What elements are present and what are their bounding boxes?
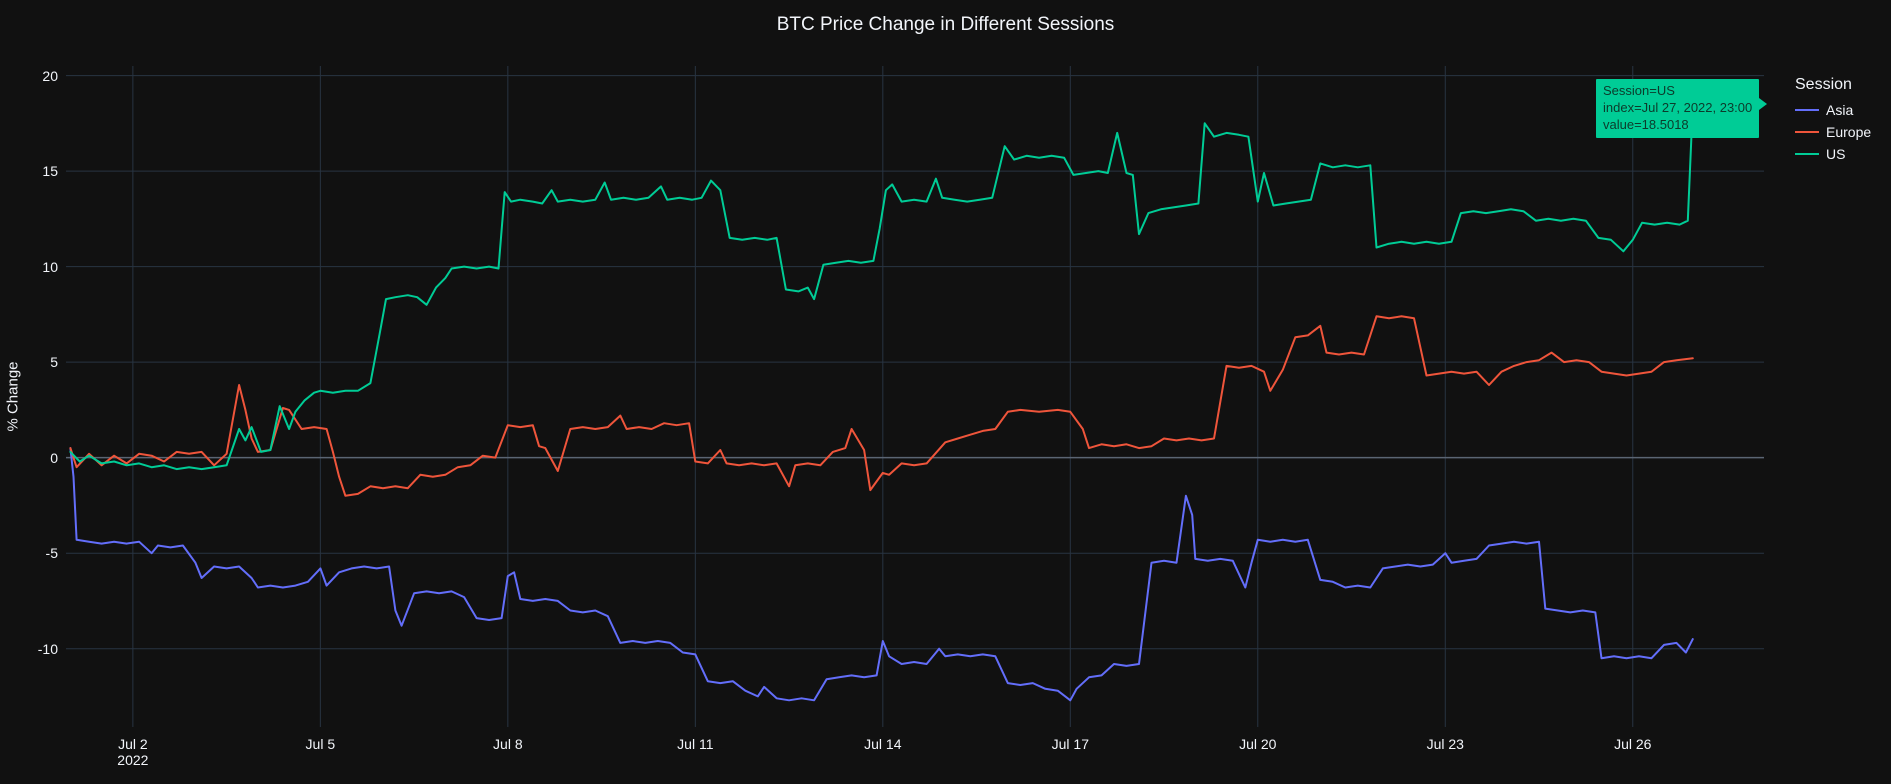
- x-tick-label: Jul 20: [1239, 736, 1277, 752]
- y-tick-label: -5: [45, 545, 58, 562]
- x-tick-label: Jul 23: [1426, 736, 1464, 752]
- x-tick-label: Jul 17: [1051, 736, 1089, 752]
- legend: Session Asia Europe US: [1795, 76, 1871, 168]
- y-tick-label: -10: [37, 640, 58, 657]
- x-tick-label: Jul 2 2022: [117, 736, 149, 769]
- legend-item-us[interactable]: US: [1795, 146, 1871, 162]
- x-tick-label: Jul 26: [1614, 736, 1652, 752]
- legend-label: Asia: [1826, 102, 1854, 118]
- legend-swatch-icon: [1795, 109, 1819, 111]
- series-line-us[interactable]: [69, 103, 1694, 471]
- chart-title: BTC Price Change in Different Sessions: [776, 14, 1115, 35]
- legend-item-europe[interactable]: Europe: [1795, 124, 1871, 140]
- legend-title: Session: [1795, 76, 1852, 93]
- y-tick-label: 0: [50, 449, 58, 466]
- y-tick-label: 15: [42, 163, 58, 180]
- hover-tooltip: Session=US index=Jul 27, 2022, 23:00 val…: [1596, 79, 1768, 138]
- tooltip-caret: [1759, 98, 1768, 110]
- tooltip-index-line: index=Jul 27, 2022, 23:00: [1603, 99, 1753, 115]
- y-tick-label: 5: [50, 354, 58, 371]
- legend-item-asia[interactable]: Asia: [1795, 102, 1871, 118]
- y-tick-label: 20: [42, 67, 58, 84]
- tooltip-session-line: Session=US: [1603, 83, 1675, 98]
- series-line-europe[interactable]: [69, 315, 1694, 497]
- y-tick-label: 10: [42, 258, 58, 275]
- legend-label: Europe: [1826, 124, 1872, 140]
- x-tick-label: Jul 11: [677, 736, 714, 752]
- x-tick-label: Jul 5: [305, 736, 336, 752]
- x-tick-label: Jul 8: [493, 736, 523, 752]
- tooltip-value-line: value=18.5018: [1603, 116, 1689, 132]
- x-tick-label: Jul 14: [864, 736, 902, 752]
- legend-label: US: [1826, 146, 1846, 162]
- legend-swatch-icon: [1795, 153, 1819, 155]
- series-line-asia[interactable]: [69, 447, 1694, 702]
- legend-items: Asia Europe US: [1795, 102, 1871, 162]
- legend-swatch-icon: [1795, 131, 1819, 133]
